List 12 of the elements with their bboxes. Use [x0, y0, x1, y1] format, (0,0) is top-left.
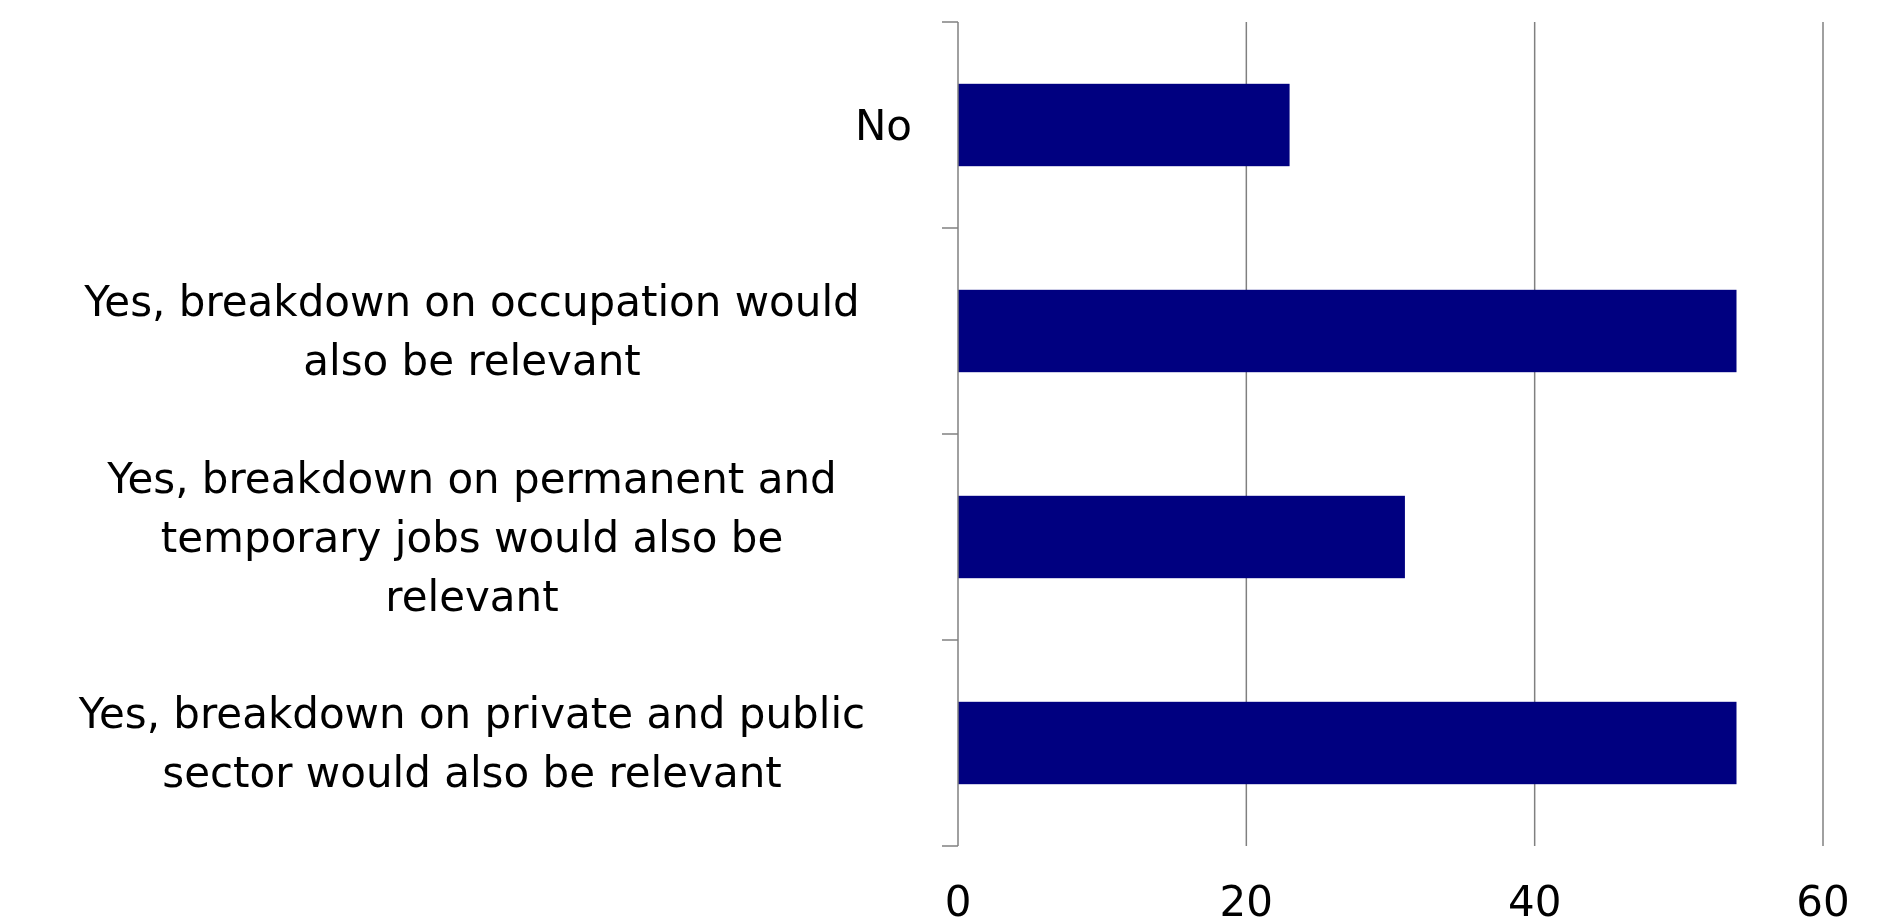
bar [958, 83, 1290, 167]
y-tick-label: Yes, breakdown on occupation would also be relevant [83, 277, 860, 386]
y-tick-label: Yes, breakdown on permanent and temporary jobs would also be relevant [106, 453, 837, 621]
bar [958, 495, 1405, 579]
y-tick-label: No [854, 100, 912, 150]
x-tick-label: 20 [1219, 877, 1274, 924]
y-tick-label: Yes, breakdown on private and public sector would also be relevant [77, 689, 866, 798]
bar [958, 289, 1737, 373]
x-tick-label: 0 [944, 877, 972, 924]
x-tick-label: 60 [1796, 877, 1850, 924]
x-tick-label: 40 [1507, 877, 1562, 924]
bar [958, 701, 1737, 785]
